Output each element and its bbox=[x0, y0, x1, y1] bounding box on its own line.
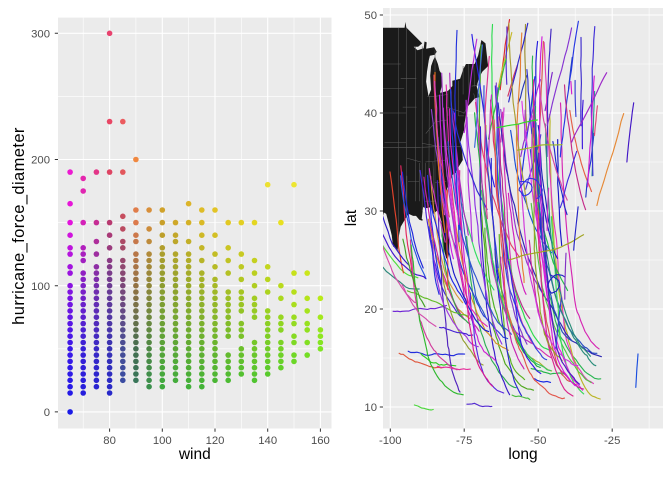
svg-text:-25: -25 bbox=[604, 435, 620, 447]
svg-text:120: 120 bbox=[206, 435, 225, 447]
svg-text:140: 140 bbox=[258, 435, 277, 447]
svg-text:20: 20 bbox=[364, 304, 377, 316]
svg-text:50: 50 bbox=[364, 10, 377, 22]
svg-text:0: 0 bbox=[44, 407, 50, 419]
svg-text:hurricane_force_diameter: hurricane_force_diameter bbox=[10, 127, 28, 325]
svg-text:100: 100 bbox=[31, 281, 50, 293]
svg-text:long: long bbox=[508, 446, 537, 463]
svg-text:100: 100 bbox=[153, 435, 172, 447]
svg-text:160: 160 bbox=[311, 435, 330, 447]
svg-text:lat: lat bbox=[343, 209, 360, 226]
svg-text:-50: -50 bbox=[530, 435, 546, 447]
svg-text:-100: -100 bbox=[379, 435, 402, 447]
svg-text:40: 40 bbox=[364, 108, 377, 120]
svg-text:wind: wind bbox=[178, 446, 211, 463]
svg-text:300: 300 bbox=[31, 28, 50, 40]
svg-text:10: 10 bbox=[364, 402, 377, 414]
svg-text:80: 80 bbox=[103, 435, 116, 447]
svg-text:30: 30 bbox=[364, 206, 377, 218]
svg-text:200: 200 bbox=[31, 155, 50, 167]
svg-text:-75: -75 bbox=[456, 435, 472, 447]
